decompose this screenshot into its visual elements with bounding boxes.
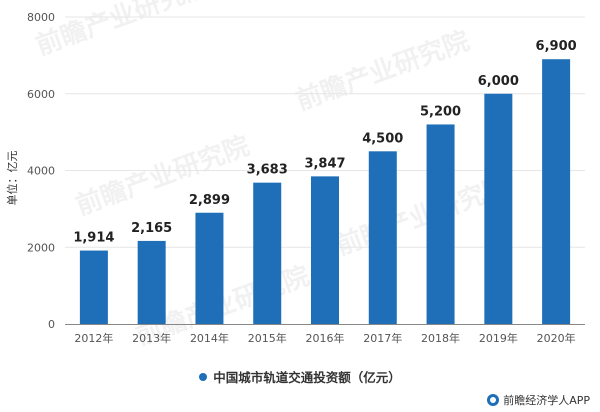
bar[interactable] xyxy=(368,151,397,324)
y-tick-label: 4000 xyxy=(27,165,55,178)
qianzhan-logo-icon xyxy=(487,394,500,406)
bar[interactable] xyxy=(542,59,571,325)
data-label: 6,000 xyxy=(478,74,519,89)
source-credit: 前瞻经济学人APP xyxy=(487,392,590,408)
data-label: 4,500 xyxy=(362,131,403,146)
x-tick-label: 2017年 xyxy=(363,331,402,345)
x-tick-label: 2012年 xyxy=(74,331,113,345)
y-tick-label: 6000 xyxy=(27,88,55,101)
x-axis-ticks: 2012年 2013年 2014年 2015年 2016年 2017年 2018年 2019年… xyxy=(74,331,575,345)
bar[interactable] xyxy=(484,93,513,324)
x-tick-label: 2019年 xyxy=(479,331,518,345)
legend-marker xyxy=(199,373,208,381)
bar[interactable] xyxy=(311,176,339,324)
data-label: 2,165 xyxy=(131,221,172,236)
watermark-text: 前瞻产业研究院 xyxy=(72,130,254,221)
data-label: 3,683 xyxy=(247,163,288,178)
data-label: 2,899 xyxy=(189,193,230,208)
y-tick-label: 0 xyxy=(48,318,55,331)
watermark-text: 前瞻产业研究院 xyxy=(292,25,474,116)
x-tick-label: 2014年 xyxy=(190,331,229,345)
bar[interactable] xyxy=(195,212,224,324)
y-tick-label: 8000 xyxy=(27,11,55,24)
x-tick-label: 2020年 xyxy=(537,331,576,345)
data-label: 1,914 xyxy=(73,231,114,246)
bar[interactable] xyxy=(79,250,108,324)
data-label: 5,200 xyxy=(420,104,461,119)
legend-label: 中国城市轨道交通投资额（亿元） xyxy=(213,370,401,385)
watermark-text: 前瞻产业研究院 xyxy=(32,0,214,62)
x-tick-label: 2015年 xyxy=(248,331,287,345)
y-axis-ticks: 0 2000 4000 6000 8000 xyxy=(27,11,55,331)
x-tick-label: 2018年 xyxy=(421,331,460,345)
source-text: 前瞻经济学人APP xyxy=(503,394,590,407)
x-tick-label: 2016年 xyxy=(306,331,345,345)
bar[interactable] xyxy=(253,182,282,324)
bar[interactable] xyxy=(426,124,455,324)
x-tick-label: 2013年 xyxy=(132,331,171,345)
bar[interactable] xyxy=(137,240,166,324)
bar-series xyxy=(79,59,571,325)
data-label: 3,847 xyxy=(304,156,345,171)
y-tick-label: 2000 xyxy=(27,241,55,254)
legend[interactable]: 中国城市轨道交通投资额（亿元） xyxy=(0,367,600,386)
y-axis-label: 单位：亿元 xyxy=(5,151,19,206)
data-label: 6,900 xyxy=(536,39,577,54)
data-labels: 1,914 2,165 2,899 3,683 3,847 4,500 5,200 6,000… xyxy=(73,39,576,245)
